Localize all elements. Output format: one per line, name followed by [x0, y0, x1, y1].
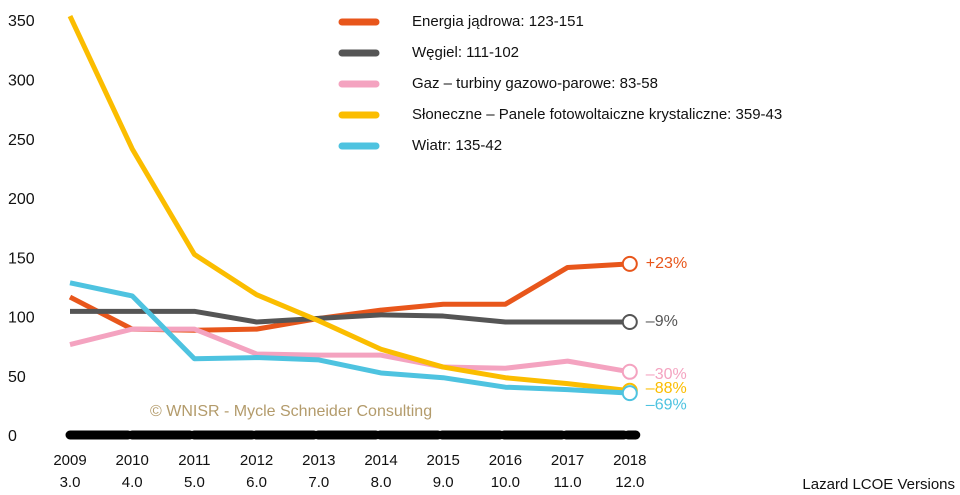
series-line — [67, 15, 631, 394]
x-sublabel: 12.0 — [615, 474, 644, 491]
x-sublabel: 5.0 — [184, 474, 205, 491]
x-sublabel: 10.0 — [491, 474, 520, 491]
x-tick-label: 2010 — [116, 452, 149, 469]
end-marker — [621, 363, 638, 380]
legend-label: Słoneczne – Panele fotowoltaiczne krysta… — [412, 106, 782, 123]
legend-label: Energia jądrowa: 123-151 — [412, 13, 584, 30]
end-label: –9% — [646, 313, 678, 330]
x-sublabel: 6.0 — [246, 474, 267, 491]
end-marker — [621, 255, 638, 272]
x-tick-label: 2014 — [364, 452, 397, 469]
y-tick-label: 250 — [8, 132, 35, 149]
y-tick-label: 0 — [8, 428, 17, 445]
watermark: © WNISR - Mycle Schneider Consulting — [150, 403, 432, 420]
end-marker — [621, 313, 638, 330]
end-label: –30% — [646, 366, 687, 383]
x-sublabel: 11.0 — [554, 474, 582, 491]
series-line — [70, 308, 630, 325]
x-tick-label: 2017 — [551, 452, 584, 469]
legend-label: Wiatr: 135-42 — [412, 137, 502, 154]
x-tick-label: 2011 — [178, 452, 210, 469]
x-sublabel: 7.0 — [308, 474, 329, 491]
series-line — [69, 280, 630, 396]
end-label: +23% — [646, 255, 687, 272]
y-tick-label: 50 — [8, 369, 26, 386]
x-tick-label: 2012 — [240, 452, 273, 469]
legend-label: Węgiel: 111-102 — [412, 44, 519, 61]
x-tick-label: 2009 — [53, 452, 86, 469]
end-marker — [621, 385, 638, 402]
x-sublabel: 4.0 — [122, 474, 143, 491]
y-tick-label: 200 — [8, 191, 35, 208]
end-label: –88% — [646, 380, 687, 397]
x-sublabel: 3.0 — [60, 474, 81, 491]
end-label: –69% — [646, 396, 687, 413]
legend-label: Gaz – turbiny gazowo-parowe: 83-58 — [412, 75, 658, 92]
y-tick-label: 300 — [8, 73, 35, 90]
x-annotation: Lazard LCOE Versions — [802, 476, 955, 493]
y-tick-label: 150 — [8, 250, 35, 267]
x-tick-label: 2016 — [489, 452, 522, 469]
x-sublabel: 8.0 — [371, 474, 392, 491]
y-tick-label: 350 — [8, 13, 35, 30]
y-tick-label: 100 — [8, 310, 35, 327]
x-tick-label: 2013 — [302, 452, 335, 469]
x-tick-label: 2015 — [427, 452, 460, 469]
x-tick-label: 2018 — [613, 452, 646, 469]
x-sublabel: 9.0 — [433, 474, 454, 491]
